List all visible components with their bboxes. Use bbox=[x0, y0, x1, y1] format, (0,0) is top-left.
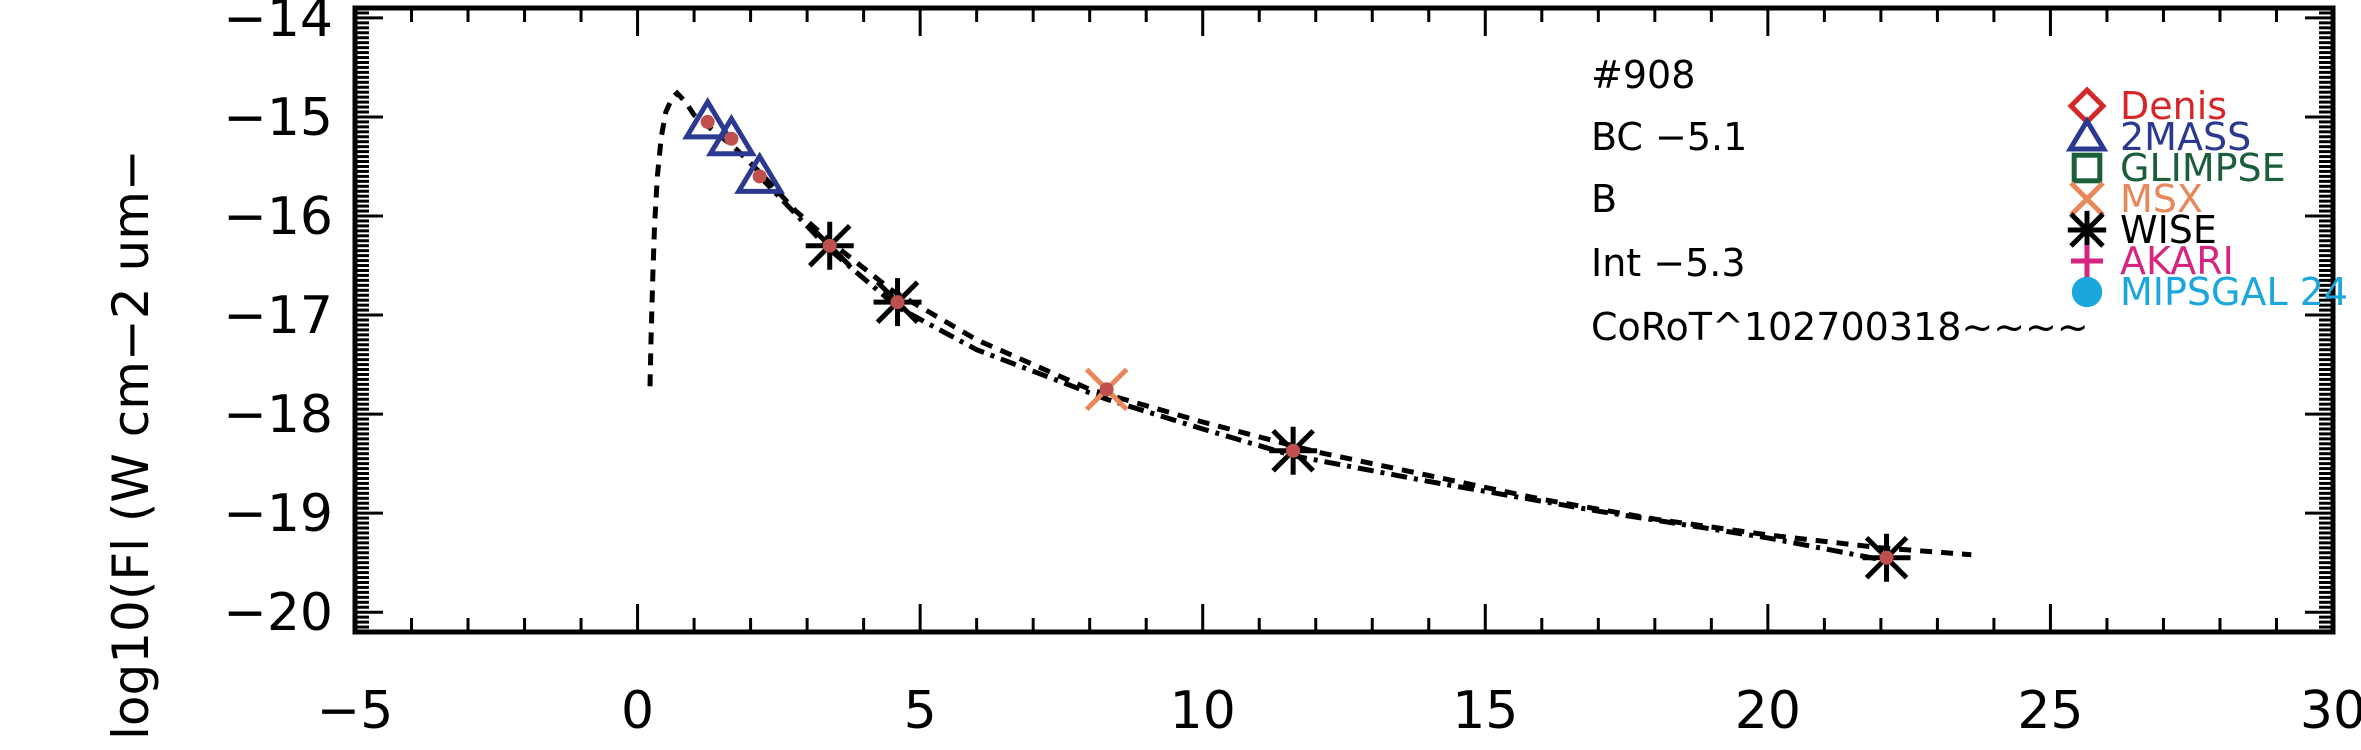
annotation-text: B bbox=[1591, 177, 1617, 221]
legend-marker-triangle-icon bbox=[2065, 116, 2109, 152]
y-tick-label: −19 bbox=[223, 484, 333, 544]
data-point-2mass bbox=[734, 151, 786, 194]
y-tick-label: −16 bbox=[223, 187, 333, 247]
y-tick-label: −20 bbox=[223, 583, 333, 643]
x-tick-label: 30 bbox=[2300, 681, 2361, 741]
x-tick-label: 10 bbox=[1170, 681, 1236, 741]
annotations-layer: #908 BC −5.1 B Int −5.3 CoRoT^102700318~~~~ bbox=[1591, 53, 2089, 349]
photometry-dot bbox=[724, 131, 739, 146]
x-tick-label: −5 bbox=[317, 681, 394, 741]
legend-marker-x-icon bbox=[2069, 181, 2105, 217]
annotation-text: Int −5.3 bbox=[1591, 241, 1746, 285]
y-tick-label: −15 bbox=[223, 88, 333, 148]
data-point-2mass bbox=[705, 113, 757, 157]
annotation-text: BC −5.1 bbox=[1591, 115, 1747, 159]
photometry-dot bbox=[890, 295, 905, 310]
photometry-dot bbox=[1879, 550, 1894, 565]
x-tick-label: 25 bbox=[2017, 681, 2083, 741]
y-axis-title: log10(Fl (W cm−2 um− bbox=[102, 149, 160, 740]
legend-marker-plus-icon bbox=[2071, 245, 2103, 277]
legend-label: MSX bbox=[2120, 177, 2203, 221]
text-layer: log10(Fl (W cm−2 um− −5 0 5 10 15 20 25 30 −20 −1… bbox=[102, 0, 2361, 741]
y-tick-label: −18 bbox=[223, 385, 333, 445]
y-tick-label: −17 bbox=[223, 286, 333, 346]
legend-label: GLIMPSE bbox=[2120, 146, 2286, 190]
axes-layer bbox=[352, 5, 2336, 635]
photometry-dot bbox=[822, 238, 837, 253]
legend-label: MIPSGAL 24 bbox=[2120, 270, 2348, 314]
legend-label: Denis bbox=[2120, 84, 2227, 128]
legend-label: AKARI bbox=[2120, 239, 2234, 283]
photometry-dot bbox=[1286, 443, 1301, 458]
x-tick-label: 5 bbox=[904, 681, 937, 741]
markers-layer bbox=[682, 97, 1911, 582]
data-point-2mass bbox=[682, 97, 734, 140]
annotation-text: #908 bbox=[1591, 53, 1695, 97]
annotation-text: CoRoT^102700318~~~~ bbox=[1591, 305, 2089, 349]
legend-marker-square-icon bbox=[2071, 152, 2103, 184]
photometry-dot bbox=[752, 169, 767, 184]
photometry-dot bbox=[700, 114, 715, 129]
x-tick-label: 0 bbox=[621, 681, 654, 741]
y-tick-label: −14 bbox=[223, 0, 333, 49]
curves-layer bbox=[647, 89, 1972, 564]
legend-label: 2MASS bbox=[2120, 115, 2251, 159]
x-tick-label: 20 bbox=[1735, 681, 1801, 741]
legend-marker-asterisk-icon bbox=[2067, 210, 2107, 250]
legend-label: WISE bbox=[2120, 208, 2217, 252]
fit-curve-dashdot bbox=[757, 174, 1888, 564]
x-tick-label: 15 bbox=[1452, 681, 1518, 741]
photometry-dot bbox=[1099, 382, 1114, 397]
legend-marker-circle-icon bbox=[2071, 276, 2103, 308]
